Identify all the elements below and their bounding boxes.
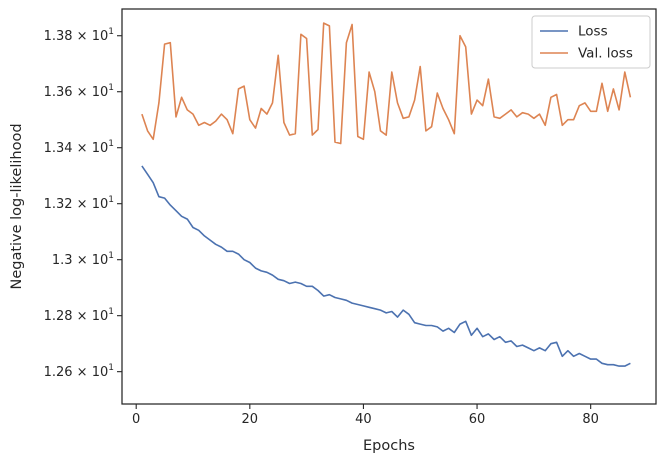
x-tick-label: 20: [242, 412, 259, 427]
y-tick-label: 1.32 × 101: [44, 195, 114, 212]
x-tick-label: 40: [355, 412, 372, 427]
series-line-val-loss: [141, 22, 632, 145]
series-layer: [141, 22, 632, 367]
y-tick-label: 1.36 × 101: [44, 83, 114, 100]
x-axis-ticks: 0 20 40 60 80: [132, 404, 599, 427]
y-tick-label: 1.28 × 101: [44, 307, 114, 324]
y-tick-label: 1.3 × 101: [52, 251, 114, 268]
legend: Loss Val. loss: [531, 15, 651, 69]
y-tick-label: 1.38 × 101: [44, 27, 114, 44]
x-tick-label: 80: [582, 412, 599, 427]
y-axis-ticks: 1.26 × 101 1.28 × 101 1.3 × 101 1.32 × 101 1…: [44, 27, 122, 380]
legend-box: [531, 15, 651, 69]
y-tick-label: 1.26 × 101: [44, 363, 114, 380]
y-axis-label: Negative log-likelihood: [9, 123, 25, 289]
x-axis-label: Epochs: [363, 438, 415, 454]
series-line-loss: [141, 165, 631, 367]
legend-label-val-loss: Val. loss: [578, 46, 633, 62]
y-tick-label: 1.34 × 101: [44, 139, 114, 156]
x-tick-label: 60: [469, 412, 486, 427]
plot-frame: [121, 8, 657, 405]
legend-label-loss: Loss: [578, 24, 608, 40]
x-tick-label: 0: [132, 412, 140, 427]
